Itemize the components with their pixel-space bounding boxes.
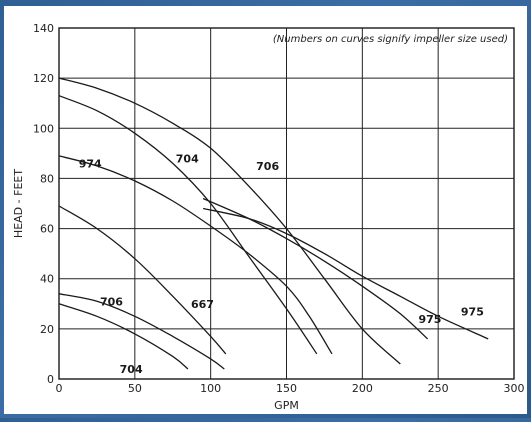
x-tick-label: 200 (352, 382, 373, 395)
curve-line (58, 77, 401, 365)
y-tick-label: 80 (40, 172, 54, 185)
curve-label: 704 (120, 363, 143, 376)
y-tick-label: 0 (47, 373, 54, 386)
y-tick-label: 40 (40, 273, 54, 286)
y-tick-label: 20 (40, 323, 54, 336)
y-tick-label: 60 (40, 223, 54, 236)
curve-label: 975 (418, 313, 441, 326)
curve-line (58, 205, 227, 355)
x-tick-label: 100 (200, 382, 221, 395)
curve-line (58, 95, 318, 355)
x-tick-label: 150 (276, 382, 297, 395)
curve-line (58, 293, 225, 370)
x-axis-label: GPM (274, 399, 299, 412)
curve-labels: 706 704 974 667 706 704 975 975 (79, 152, 484, 376)
curve-label: 704 (176, 152, 199, 165)
curve-label: 975 (461, 305, 484, 318)
plot-border (58, 27, 515, 380)
ticks: 0 50 100 150 200 250 300 0 20 40 60 80 100 120 140 (33, 22, 525, 395)
curve-line (58, 155, 333, 355)
chart-panel (4, 6, 527, 414)
x-tick-label: 300 (504, 382, 525, 395)
y-axis-label: HEAD - FEET (12, 169, 25, 238)
y-tick-label: 140 (33, 22, 54, 35)
y-tick-label: 100 (33, 122, 54, 135)
curve-line (58, 303, 189, 370)
curve-label: 974 (79, 157, 102, 170)
x-tick-label: 0 (56, 382, 63, 395)
curve-label: 706 (100, 295, 123, 308)
curve-line (202, 207, 489, 340)
grid (58, 27, 515, 380)
y-tick-label: 120 (33, 72, 54, 85)
curves (58, 77, 489, 370)
x-tick-label: 50 (128, 382, 142, 395)
chart-annotation: (Numbers on curves signify impeller size… (273, 34, 508, 45)
x-tick-label: 250 (428, 382, 449, 395)
curve-label: 706 (256, 160, 279, 173)
curve-label: 667 (191, 298, 214, 311)
